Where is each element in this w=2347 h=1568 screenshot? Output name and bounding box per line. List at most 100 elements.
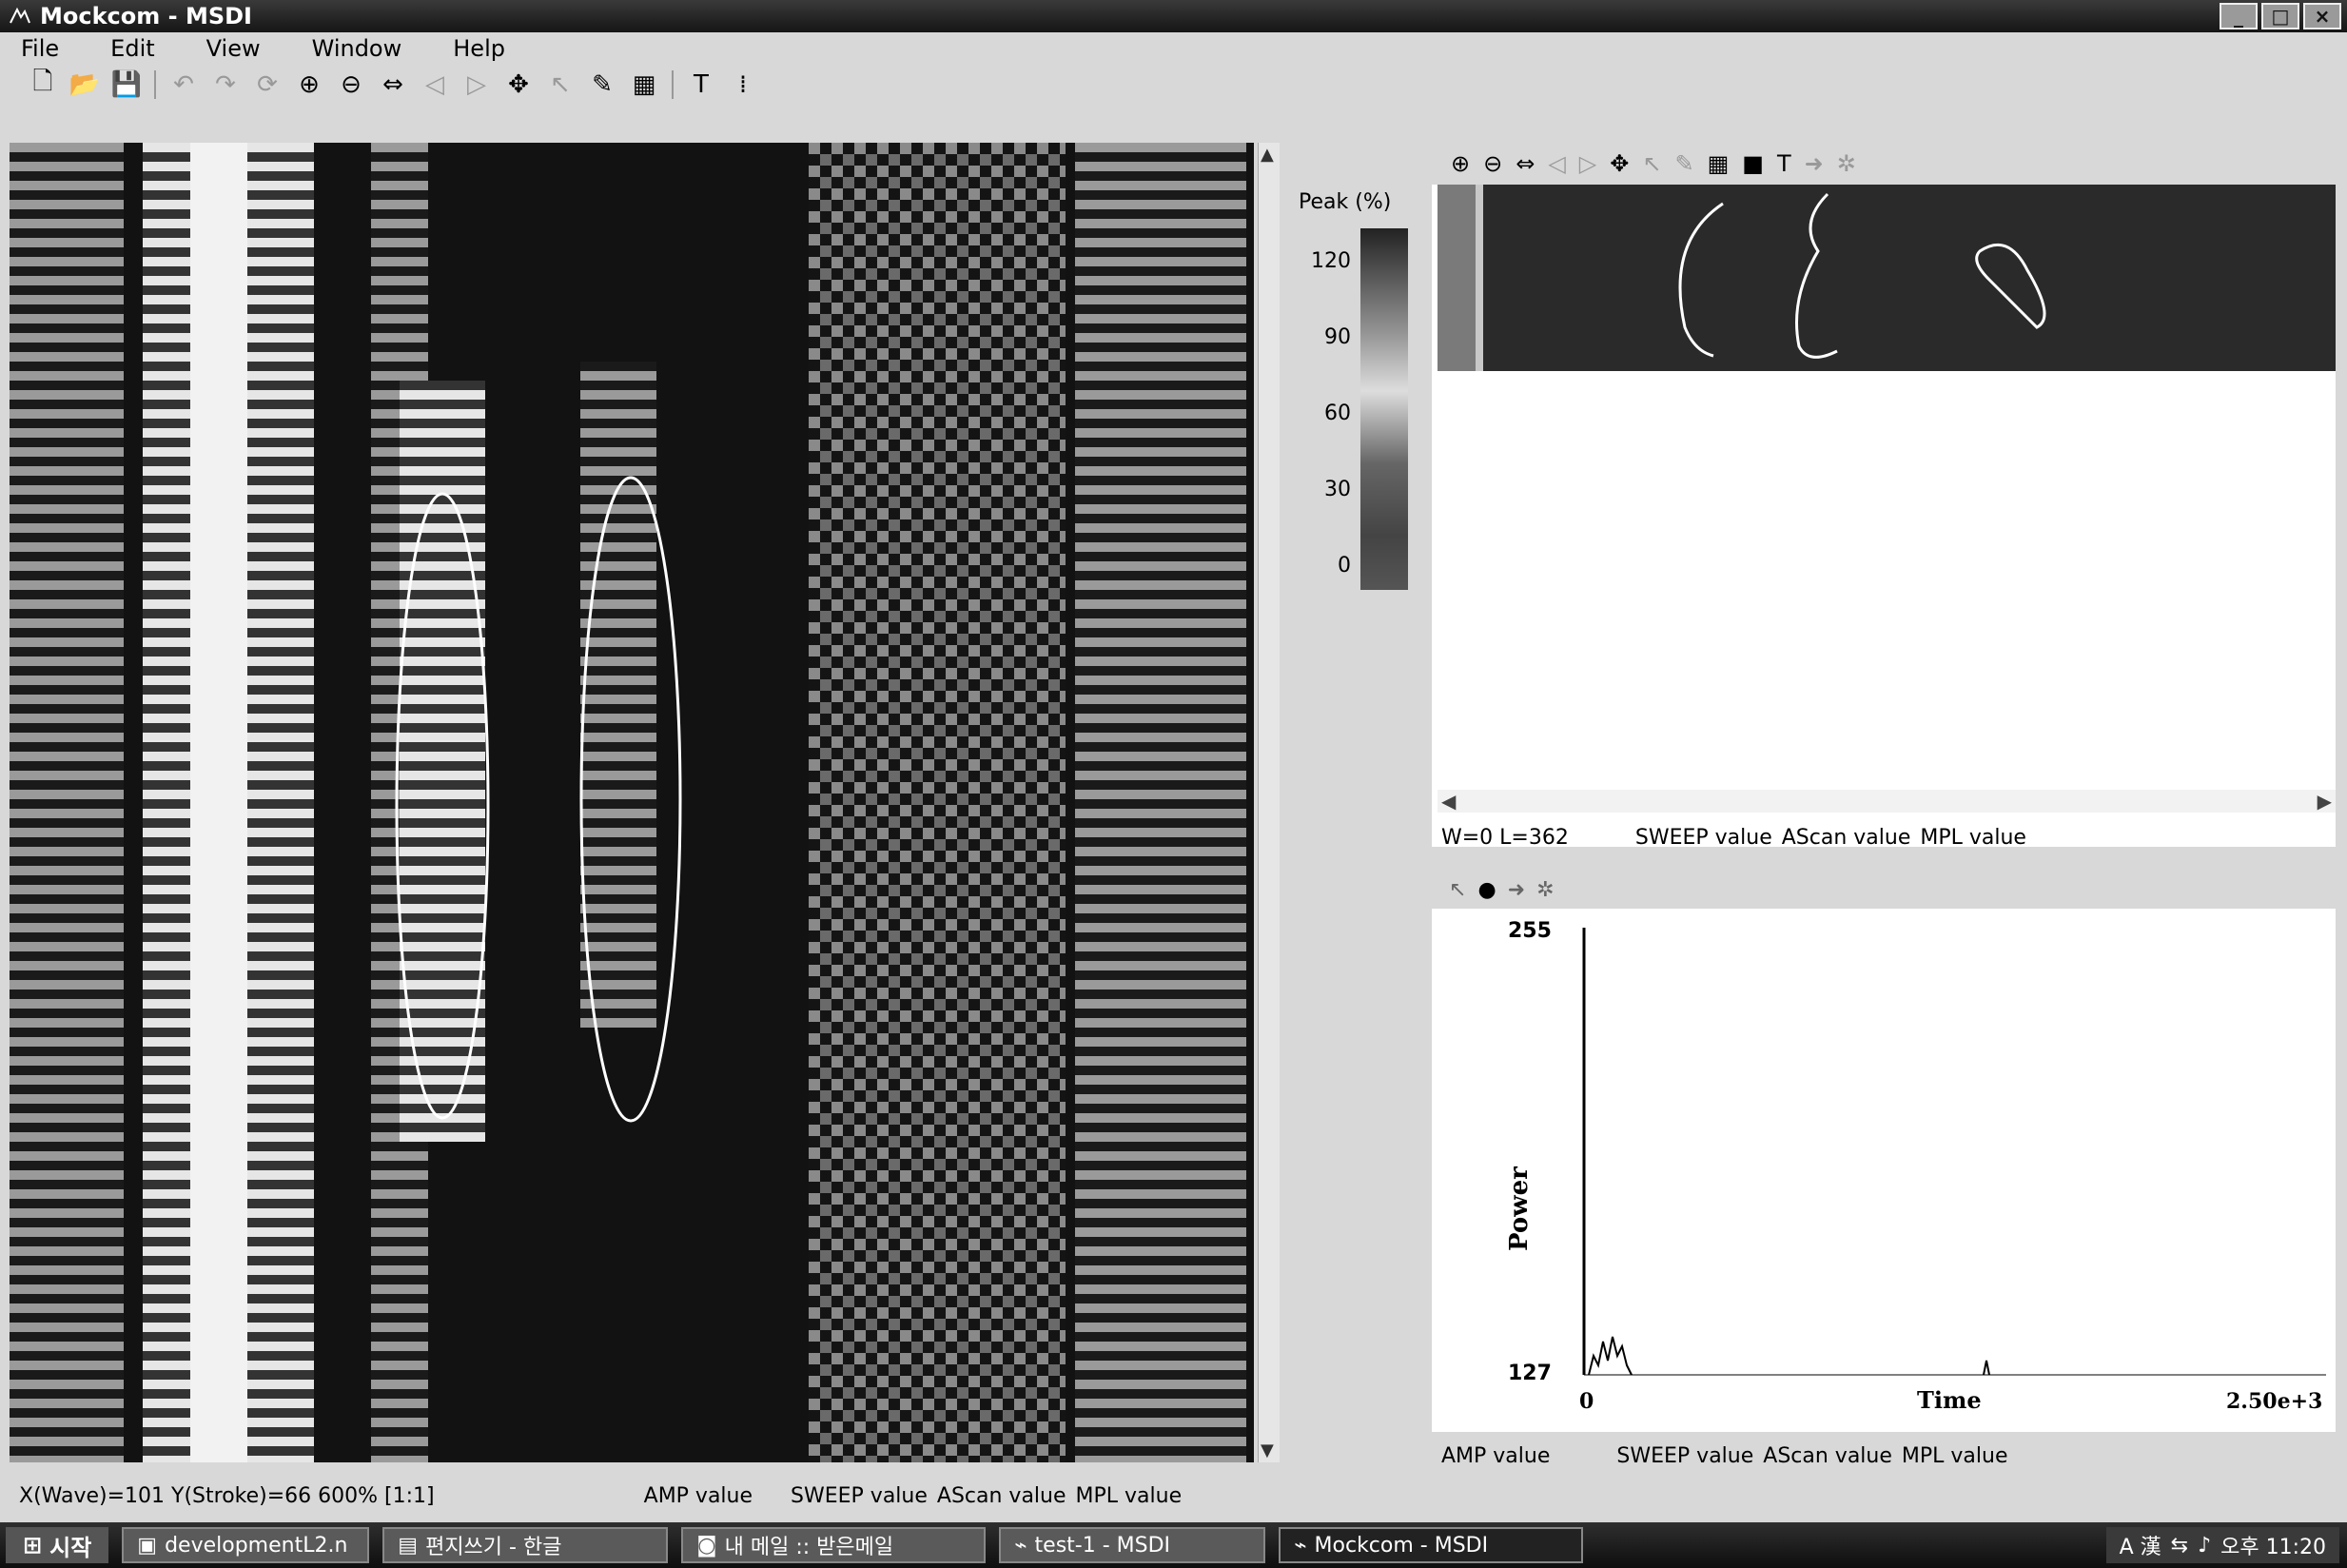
main-heatmap-view[interactable]: [10, 143, 1254, 1462]
taskbar-item-test[interactable]: ⌁ test-1 - MSDI: [999, 1527, 1266, 1563]
heatmap-image[interactable]: [10, 143, 1254, 1462]
scroll-up-icon[interactable]: ▲: [1261, 145, 1274, 165]
sweep-preview-image[interactable]: [1438, 185, 2336, 371]
scroll-down-icon[interactable]: ▼: [1261, 1441, 1274, 1460]
layers-icon[interactable]: ▦: [632, 70, 656, 99]
preview-horizontal-scrollbar[interactable]: ◀ ▶: [1438, 790, 2336, 813]
maximize-button[interactable]: □: [2261, 3, 2299, 29]
layers-icon[interactable]: ▦: [1707, 150, 1730, 177]
browser-icon: ◙: [696, 1533, 717, 1558]
draw-icon[interactable]: ✎: [592, 70, 613, 99]
new-file-icon[interactable]: 🗋: [32, 68, 53, 96]
colorbar-tick: 30: [1324, 478, 1351, 501]
save-icon[interactable]: 💾: [110, 70, 143, 99]
main-vertical-scrollbar[interactable]: ▲ ▼: [1258, 143, 1280, 1462]
app-icon: [10, 7, 30, 24]
menu-view[interactable]: View: [205, 35, 261, 62]
mpl-value: MPL value: [1901, 1444, 2008, 1468]
settings-icon[interactable]: ✲: [1536, 877, 1555, 902]
amp-value: AMP value: [643, 1484, 753, 1508]
minimize-button[interactable]: _: [2220, 3, 2258, 29]
mpl-value: MPL value: [1075, 1484, 1183, 1508]
scroll-right-icon[interactable]: ▶: [2317, 790, 2332, 813]
zoom-in-icon[interactable]: ⊕: [299, 70, 320, 99]
y-tick-label: 127: [1508, 1362, 1552, 1385]
ascan-value: AScan value: [1763, 1444, 1892, 1468]
taskbar-item-label: Mockcom - MSDI: [1314, 1533, 1489, 1558]
taskbar-item-mail[interactable]: ◙ 내 메일 :: 받은메일: [681, 1527, 987, 1563]
taskbar-item-hangul[interactable]: ▤ 편지쓰기 - 한글: [382, 1527, 669, 1563]
fit-icon[interactable]: ⇔: [382, 70, 403, 99]
close-button[interactable]: ×: [2303, 3, 2341, 29]
menu-bar: File Edit View Window Help: [0, 32, 2347, 65]
roi-outline: [579, 476, 682, 1123]
menu-window[interactable]: Window: [311, 35, 402, 62]
pointer-icon[interactable]: ↖: [1642, 150, 1662, 177]
power-time-plot[interactable]: 255 127 0 2.50e+3 Time Power: [1432, 909, 2336, 1432]
colorbar-tick: 60: [1324, 402, 1351, 425]
msdi-app-icon: ⌁: [1294, 1533, 1307, 1558]
undo-icon[interactable]: ↶: [173, 70, 194, 99]
taskbar: ⊞ 시작 ▣ developmentL2.n ▤ 편지쓰기 - 한글 ◙ 내 메…: [0, 1522, 2347, 1568]
redo-icon[interactable]: ↷: [215, 70, 236, 99]
plot-area[interactable]: 255 127 0 2.50e+3 Time Power: [1432, 909, 2336, 1432]
start-button[interactable]: ⊞ 시작: [6, 1527, 109, 1563]
sweep-value: SWEEP value: [791, 1484, 928, 1508]
plot-toolbar: ↖ ● ➜ ✲: [1432, 871, 2347, 909]
draw-icon[interactable]: ✎: [1674, 150, 1694, 177]
x-axis-label: Time: [1917, 1386, 1982, 1414]
open-folder-icon[interactable]: 📂: [68, 70, 101, 99]
zoom-out-icon[interactable]: ⊖: [341, 70, 362, 99]
taskbar-item-mockcom[interactable]: ⌁ Mockcom - MSDI: [1279, 1527, 1584, 1563]
taskbar-item-label: test-1 - MSDI: [1034, 1533, 1171, 1558]
ime-indicator[interactable]: A 漢: [2119, 1536, 2161, 1559]
settings-icon[interactable]: ✲: [1836, 150, 1856, 177]
network-icon[interactable]: ⇆: [2170, 1533, 2189, 1558]
clock: 오후 11:20: [2220, 1536, 2326, 1559]
scroll-left-icon[interactable]: ◀: [1441, 790, 1457, 813]
forward-icon[interactable]: ▷: [467, 70, 486, 99]
text-icon[interactable]: T: [1776, 150, 1791, 177]
plot-status-bar: AMP value SWEEP value AScan value MPL va…: [1441, 1444, 2007, 1468]
y-axis-label: Power: [1505, 1166, 1534, 1251]
text-icon[interactable]: T: [694, 70, 709, 99]
refresh-icon[interactable]: ⟳: [257, 70, 278, 99]
fit-icon[interactable]: ⇔: [1516, 150, 1535, 177]
arrow-icon[interactable]: ➜: [1507, 877, 1526, 902]
marker-icon[interactable]: ⁞: [738, 70, 748, 99]
colorbar-tick: 0: [1338, 554, 1351, 578]
colorbar-tick: 90: [1324, 325, 1351, 349]
colorbar-legend: Peak (%) 120 90 60 30 0: [1294, 190, 1408, 609]
power-series-line: [1588, 1336, 1633, 1376]
volume-icon[interactable]: ♪: [2198, 1533, 2212, 1558]
forward-icon[interactable]: ▷: [1578, 150, 1597, 177]
zoom-out-icon[interactable]: ⊖: [1483, 150, 1503, 177]
zoom-in-icon[interactable]: ⊕: [1451, 150, 1471, 177]
record-icon[interactable]: ●: [1477, 877, 1496, 902]
taskbar-item-label: 내 메일 :: 받은메일: [724, 1536, 894, 1559]
fill-icon[interactable]: ■: [1742, 150, 1764, 177]
pointer-icon[interactable]: ↖: [1449, 877, 1467, 902]
sweep-value: SWEEP value: [1616, 1444, 1754, 1468]
document-icon: ▣: [137, 1533, 158, 1558]
taskbar-item-label: 편지쓰기 - 한글: [425, 1536, 562, 1559]
back-icon[interactable]: ◁: [1548, 150, 1566, 177]
x-tick-label: 0: [1579, 1389, 1594, 1414]
sweep-value: SWEEP value: [1634, 826, 1772, 850]
window-title: Mockcom - MSDI: [40, 3, 252, 29]
taskbar-item-development[interactable]: ▣ developmentL2.n: [122, 1527, 370, 1563]
windows-logo-icon: ⊞: [23, 1532, 43, 1558]
menu-file[interactable]: File: [21, 35, 60, 62]
ascan-value: AScan value: [936, 1484, 1066, 1508]
menu-edit[interactable]: Edit: [110, 35, 155, 62]
power-series-line: [1983, 1360, 1990, 1376]
pan-icon[interactable]: ✥: [508, 70, 529, 99]
back-icon[interactable]: ◁: [425, 70, 444, 99]
start-label: 시작: [49, 1534, 92, 1561]
pan-icon[interactable]: ✥: [1610, 150, 1630, 177]
hangul-app-icon: ▤: [398, 1533, 419, 1558]
window-level-readout: W=0 L=362: [1441, 826, 1569, 850]
pointer-icon[interactable]: ↖: [550, 70, 571, 99]
arrow-icon[interactable]: ➜: [1804, 150, 1824, 177]
menu-help[interactable]: Help: [453, 35, 505, 62]
